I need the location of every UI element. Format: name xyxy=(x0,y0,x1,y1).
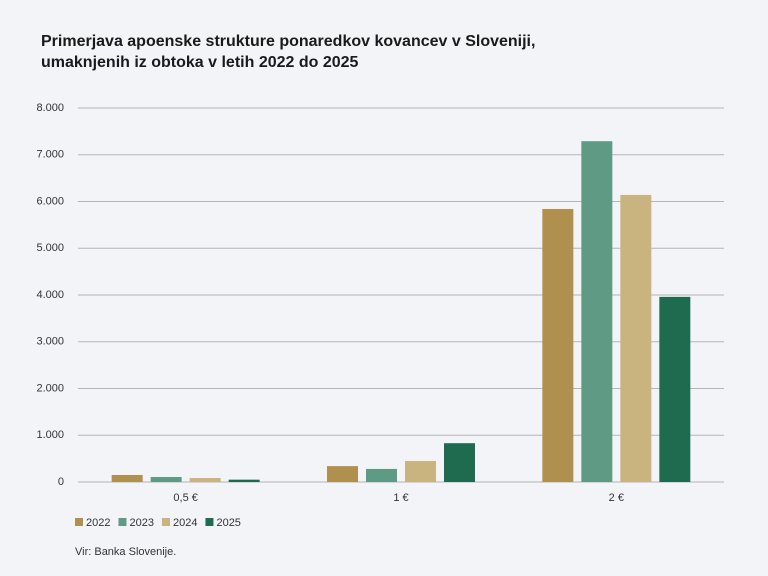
y-tick-label: 0 xyxy=(58,476,64,488)
chart-title: umaknjenih iz obtoka v letih 2022 do 202… xyxy=(41,54,359,71)
chart-title: Primerjava apoenske strukture ponaredkov… xyxy=(41,33,535,50)
y-tick-label: 4.000 xyxy=(36,289,64,301)
bar xyxy=(111,474,143,482)
legend-label: 2023 xyxy=(129,517,153,529)
y-tick-label: 5.000 xyxy=(36,242,64,254)
bar xyxy=(444,443,475,482)
legend-swatch xyxy=(118,518,127,526)
legend-label: 2022 xyxy=(86,517,110,529)
x-tick-label: 2 € xyxy=(609,492,624,504)
legend-label: 2025 xyxy=(216,517,240,529)
legend-label: 2024 xyxy=(173,517,197,529)
legend-swatch xyxy=(205,518,214,526)
y-tick-label: 2.000 xyxy=(36,382,64,394)
legend-swatch xyxy=(161,518,170,526)
bar xyxy=(659,296,691,482)
bar xyxy=(542,208,574,483)
bar xyxy=(228,479,260,482)
y-tick-label: 6.000 xyxy=(36,195,64,207)
bar xyxy=(366,468,397,482)
x-tick-label: 1 € xyxy=(393,492,408,504)
y-tick-label: 7.000 xyxy=(36,149,64,161)
source-note: Vir: Banka Slovenije. xyxy=(75,546,176,558)
y-tick-label: 8.000 xyxy=(36,102,64,114)
legend-swatch xyxy=(75,518,83,526)
y-tick-label: 1.000 xyxy=(36,429,64,441)
x-tick-label: 0,5 € xyxy=(173,492,197,504)
bar xyxy=(189,478,221,482)
y-tick-label: 3.000 xyxy=(36,336,64,348)
bar xyxy=(405,460,436,482)
bar xyxy=(581,141,613,482)
bar xyxy=(150,476,182,482)
bar xyxy=(620,194,652,482)
bar xyxy=(327,466,358,482)
